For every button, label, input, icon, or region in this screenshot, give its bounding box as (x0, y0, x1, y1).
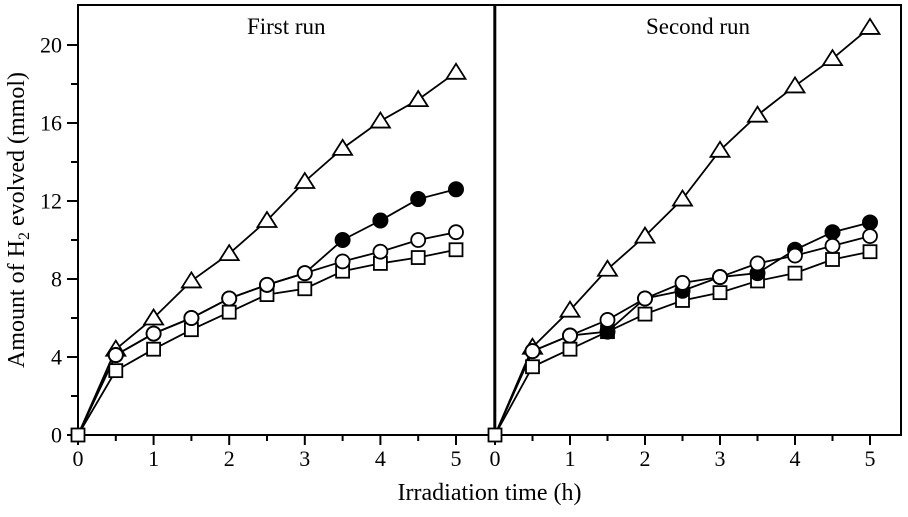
marker-open-circle (410, 232, 427, 248)
y-tick-label: 0 (51, 423, 62, 448)
marker-open-square (562, 341, 578, 357)
marker-open-triangle (821, 48, 844, 67)
x-tick-label: 5 (451, 446, 462, 471)
x-tick-label: 5 (865, 446, 876, 471)
x-tick-label: 0 (490, 446, 501, 471)
marker-open-triangle (708, 140, 732, 158)
y-tick-label: 8 (51, 267, 62, 292)
marker-open-circle (562, 327, 578, 344)
marker-open-circle (296, 265, 313, 282)
marker-open-square (221, 304, 237, 320)
x-tick-label: 3 (715, 446, 726, 471)
marker-open-triangle (218, 243, 241, 262)
x-tick-label: 2 (640, 446, 651, 471)
x-tick-label: 1 (148, 446, 159, 471)
marker-open-triangle (180, 270, 203, 289)
x-tick-label: 4 (790, 446, 801, 471)
marker-open-triangle (558, 300, 582, 318)
marker-open-triangle (633, 225, 657, 244)
marker-open-circle (183, 310, 200, 326)
marker-filled-circle (448, 181, 464, 198)
panel-title-1: First run (247, 14, 326, 39)
marker-open-circle (712, 269, 728, 285)
marker-open-square (712, 285, 728, 301)
marker-open-square (146, 341, 162, 357)
marker-open-circle (824, 237, 841, 254)
marker-open-triangle (255, 210, 279, 228)
marker-open-triangle (596, 259, 619, 277)
marker-open-circle (259, 276, 275, 293)
marker-filled-circle (410, 191, 427, 208)
x-tick-label: 0 (73, 446, 84, 471)
marker-open-triangle (369, 110, 392, 129)
marker-open-triangle (671, 188, 694, 207)
marker-open-triangle (746, 105, 769, 123)
marker-filled-circle (372, 212, 389, 229)
marker-open-square (637, 306, 653, 322)
marker-open-triangle (331, 138, 354, 156)
marker-open-circle (599, 312, 616, 328)
marker-open-circle (674, 274, 691, 291)
x-tick-label: 3 (299, 446, 310, 471)
marker-open-square (787, 265, 803, 281)
panel-title-2: Second run (646, 14, 751, 39)
marker-open-square (487, 427, 503, 443)
marker-open-circle (524, 343, 541, 360)
marker-filled-circle (824, 224, 841, 241)
x-tick-label: 4 (375, 446, 386, 471)
y-tick-label: 12 (40, 189, 62, 214)
x-axis-label: Irradiation time (h) (398, 480, 582, 506)
marker-open-triangle (858, 17, 882, 35)
marker-open-square (448, 242, 464, 258)
marker-open-circle (107, 347, 124, 363)
x-tick-label: 2 (224, 446, 235, 471)
marker-open-circle (749, 255, 766, 272)
marker-filled-circle (334, 232, 351, 248)
marker-filled-circle (862, 214, 878, 231)
marker-open-circle (221, 290, 238, 307)
marker-open-square (525, 359, 540, 375)
marker-open-square (862, 244, 878, 260)
marker-open-circle (862, 228, 878, 245)
y-axis-label: Amount of H2 evolved (mmol) (4, 72, 33, 368)
marker-open-square (410, 250, 426, 265)
marker-open-square (70, 427, 86, 443)
marker-open-circle (448, 224, 464, 241)
marker-open-triangle (293, 171, 316, 189)
marker-open-circle (145, 325, 162, 342)
marker-open-circle (372, 243, 389, 260)
y-tick-label: 16 (40, 111, 62, 136)
marker-open-triangle (142, 307, 165, 326)
marker-open-circle (787, 247, 803, 264)
marker-open-square (297, 281, 313, 297)
marker-open-square (825, 252, 840, 267)
marker-open-triangle (444, 62, 468, 80)
x-tick-label: 1 (565, 446, 576, 471)
marker-open-square (108, 363, 124, 379)
marker-open-circle (637, 290, 653, 307)
marker-open-triangle (783, 75, 807, 94)
marker-open-triangle (407, 89, 430, 107)
y-tick-label: 20 (40, 33, 62, 58)
marker-open-circle (334, 253, 351, 270)
y-tick-label: 4 (51, 345, 62, 370)
